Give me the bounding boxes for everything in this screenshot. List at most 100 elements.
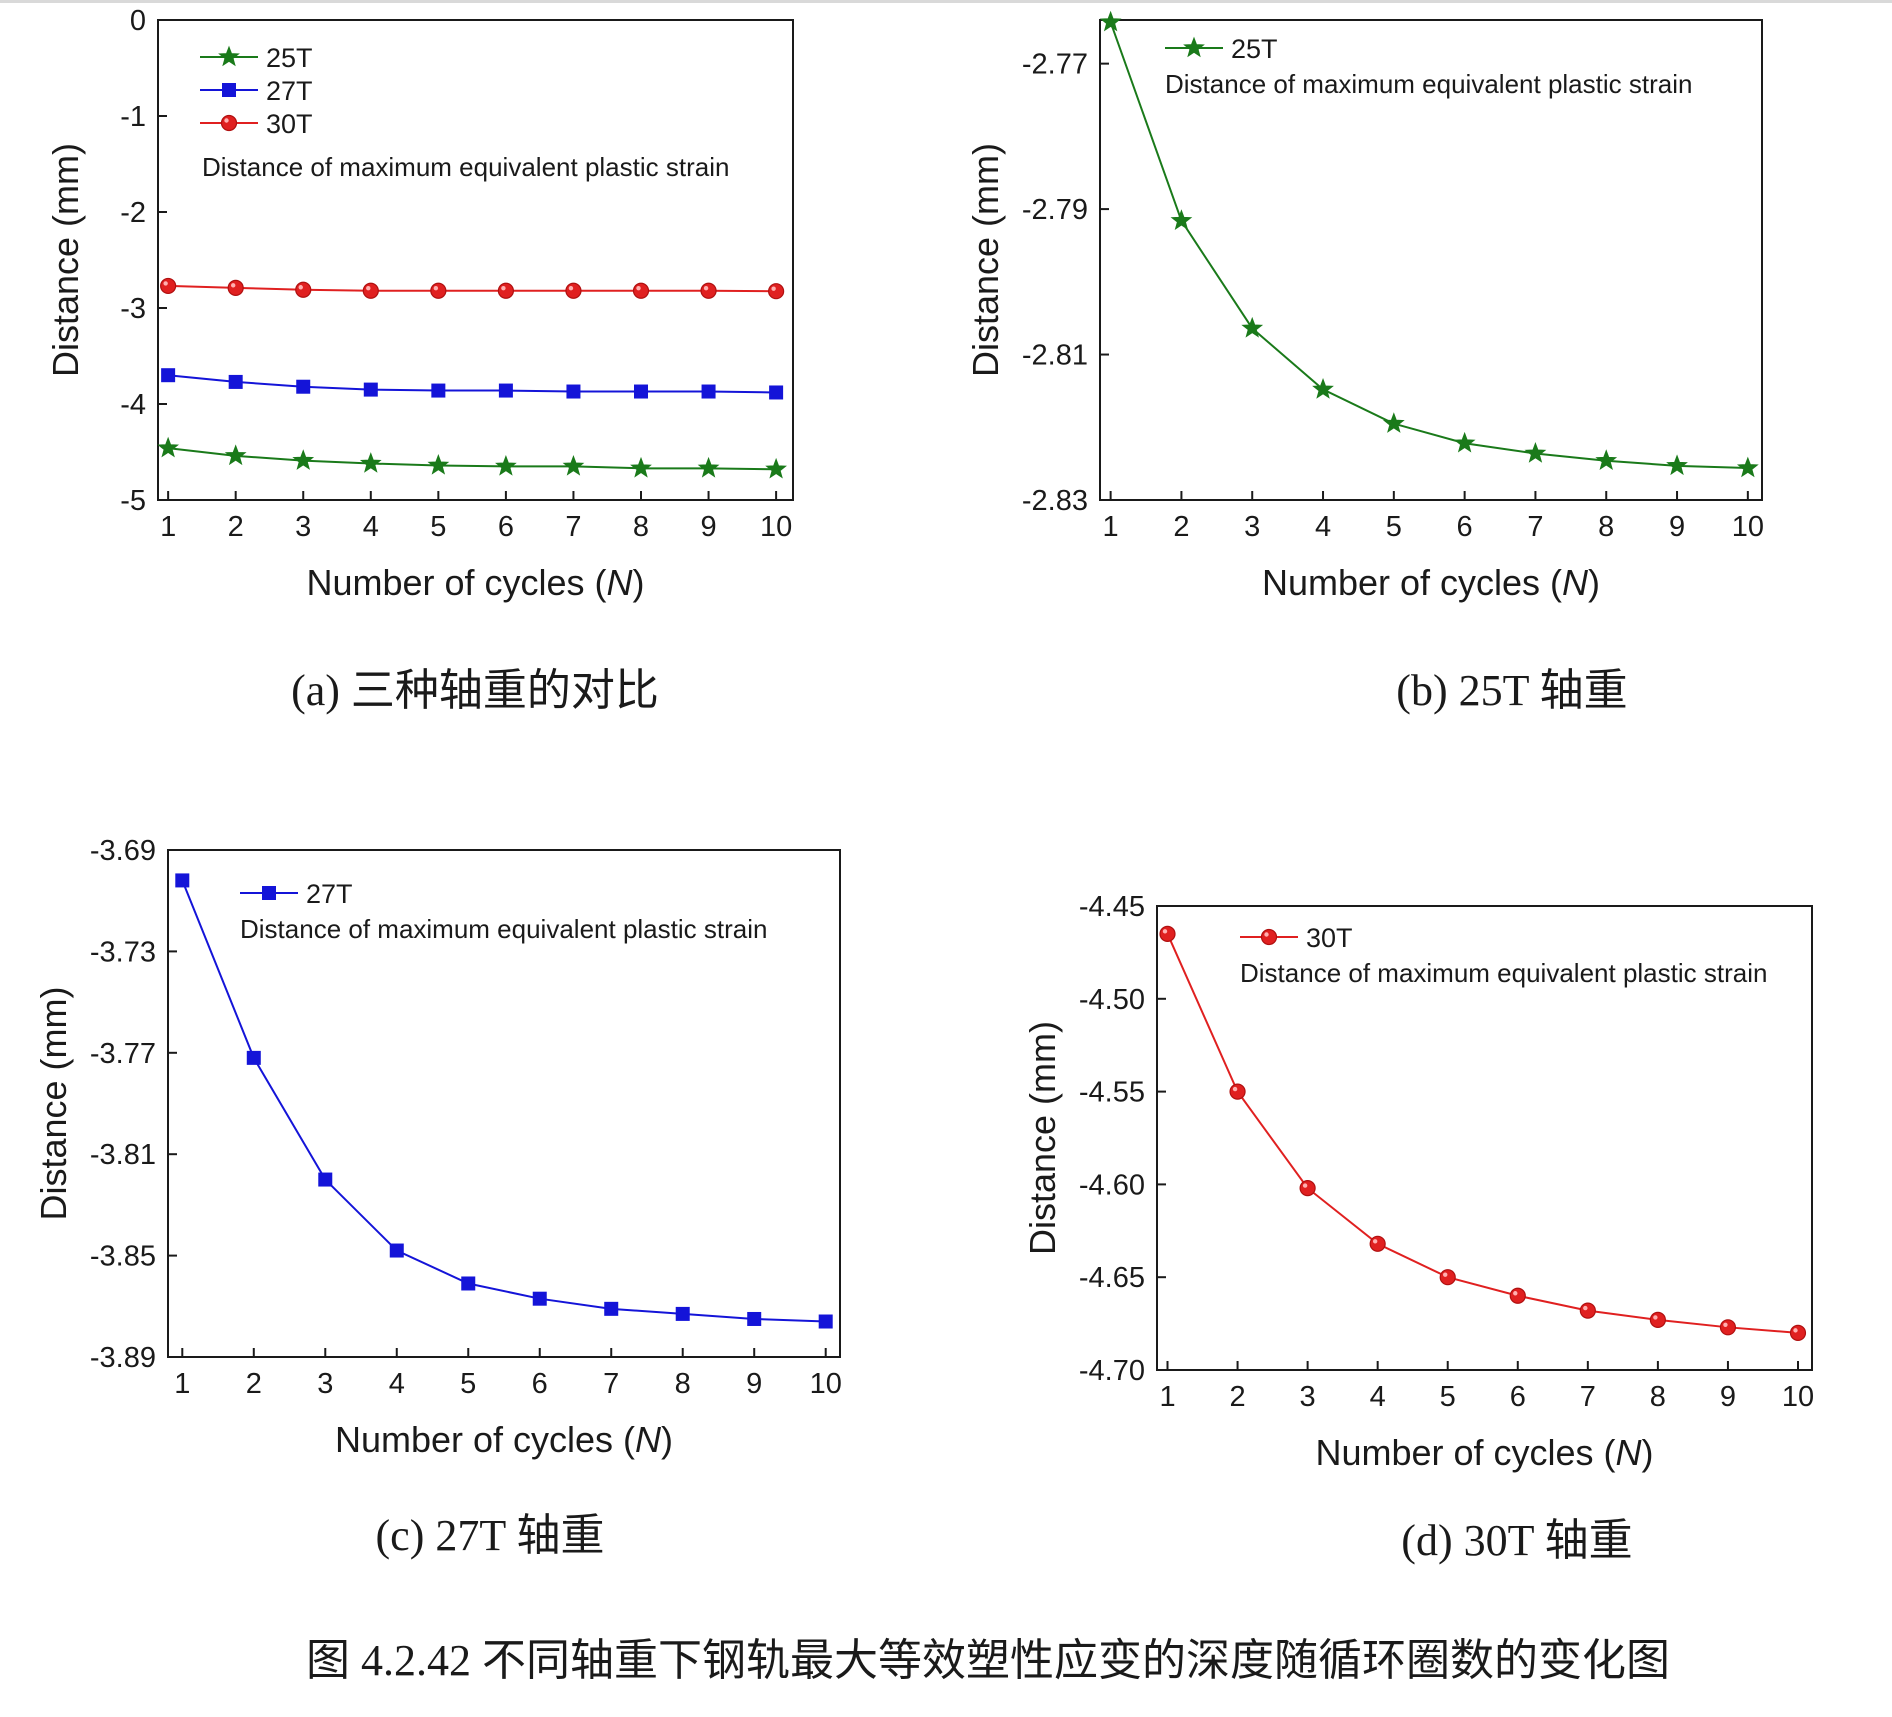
x-tick-label: 6 (532, 1368, 548, 1400)
subfigure-caption-a: (a) 三种轴重的对比 (291, 666, 659, 715)
data-point-25T-3 (292, 449, 315, 470)
data-point-25T-7 (1524, 442, 1547, 463)
data-point-legend-27T-0 (262, 886, 276, 900)
data-point-27T-9 (701, 384, 716, 399)
x-tick-label: 7 (1527, 511, 1543, 543)
data-point-30T-5 (430, 282, 447, 299)
data-point-27T-6 (532, 1291, 547, 1306)
y-tick-label: -2.77 (1022, 49, 1088, 81)
data-point-27T-5 (431, 383, 446, 398)
data-point-27T-2 (228, 374, 243, 389)
data-point-30T-2 (227, 279, 244, 296)
x-axis-label: Number of cycles (N) (1315, 1432, 1653, 1473)
data-point-legend-27T-0 (222, 83, 236, 97)
x-tick-label: 1 (174, 1368, 190, 1400)
chart-a: 1 2 3 4 5 6 7 8 9 10 0 -1 -2 -3 -4 -5 Number of cycles (… (45, 5, 794, 715)
y-tick-label: -4.70 (1079, 1355, 1145, 1387)
data-point-25T-5 (427, 454, 450, 475)
series-line-25T (168, 447, 777, 471)
chart-d: 1 2 3 4 5 6 7 8 9 10 -4.45 -4.50 -4.55 -4.60 -4.65 -4.7… (1022, 891, 1814, 1565)
x-tick-label: 4 (363, 511, 379, 543)
data-point-30T-3 (295, 281, 312, 298)
x-tick-label: 6 (1457, 511, 1473, 543)
y-tick-label: -3.69 (90, 835, 156, 867)
subfigure-caption-b: (b) 25T 轴重 (1396, 666, 1627, 715)
subfigure-caption-d: (d) 30T 轴重 (1401, 1516, 1632, 1565)
data-point-25T-3 (1241, 316, 1264, 338)
x-tick-label: 3 (317, 1368, 333, 1400)
data-point-25T-9 (697, 456, 720, 478)
data-point-25T-9 (1666, 454, 1688, 476)
legend-label-27T: 27T (306, 879, 353, 909)
x-tick-label: 7 (603, 1368, 619, 1400)
top-border (0, 0, 1892, 3)
plot-frame (1099, 19, 1763, 501)
data-point-25T-8 (1595, 449, 1618, 470)
data-point-legend-25T-0 (218, 45, 240, 67)
x-tick-label: 3 (1300, 1381, 1316, 1413)
y-tick-label: -3.85 (90, 1241, 156, 1273)
y-tick-label: -2.81 (1022, 340, 1088, 372)
y-tick-label: -3 (120, 293, 146, 325)
data-point-25T-1 (1099, 10, 1122, 32)
data-point-legend-30T-0 (220, 114, 238, 132)
data-point-27T-8 (634, 384, 649, 399)
data-point-27T-1 (161, 368, 176, 383)
data-point-27T-4 (389, 1243, 404, 1258)
y-axis-label: Distance (mm) (45, 143, 86, 377)
y-tick-label: -4.55 (1079, 1077, 1145, 1109)
data-point-30T-6 (497, 282, 514, 299)
x-tick-label: 2 (228, 511, 244, 543)
data-point-30T-9 (1719, 1319, 1737, 1336)
x-tick-label: 10 (760, 511, 792, 543)
series-line-30T (1166, 933, 1799, 1334)
series-line-30T (168, 284, 777, 293)
y-tick-label: 0 (130, 5, 146, 37)
data-point-30T-6 (1509, 1287, 1526, 1304)
y-tick-label: -4.50 (1079, 984, 1145, 1016)
y-tick-label: -1 (120, 101, 146, 133)
y-tick-label: -3.73 (90, 936, 156, 968)
chart-b: 1 2 3 4 5 6 7 8 9 10 -2.77 -2.79 -2.81 -2.83 Number of… (965, 10, 1764, 715)
x-tick-label: 6 (1510, 1381, 1526, 1413)
data-point-25T-10 (1736, 456, 1759, 478)
data-point-30T-1 (160, 277, 177, 295)
data-point-30T-2 (1229, 1083, 1246, 1100)
legend-label-30T: 30T (1306, 923, 1353, 953)
x-tick-label: 8 (633, 511, 649, 543)
data-point-27T-10 (818, 1314, 833, 1329)
data-point-27T-2 (246, 1050, 261, 1065)
x-tick-label: 2 (246, 1368, 262, 1400)
legend-label-25T: 25T (266, 43, 313, 73)
plot-frame (157, 19, 794, 501)
data-point-30T-8 (1649, 1311, 1666, 1328)
legend-title: Distance of maximum equivalent plastic s… (202, 152, 729, 182)
x-tick-label: 9 (700, 511, 716, 543)
figure-caption: 图 4.2.42 不同轴重下钢轨最大等效塑性应变的深度随循环圈数的变化图 (306, 1636, 1670, 1685)
data-point-25T-4 (1312, 378, 1334, 399)
y-tick-label: -2 (120, 197, 146, 229)
series-line-27T (168, 374, 777, 394)
data-point-25T-2 (224, 444, 247, 466)
x-tick-label: 5 (460, 1368, 476, 1400)
series-line-27T (181, 880, 826, 1323)
data-point-27T-10 (769, 385, 784, 400)
x-tick-label: 4 (1315, 511, 1331, 543)
legend-label-27T: 27T (266, 76, 313, 106)
subfigure-caption-c: (c) 27T 轴重 (376, 1511, 605, 1560)
data-point-25T-6 (1453, 431, 1476, 453)
x-axis-label: Number of cycles (N) (1262, 562, 1600, 603)
y-tick-label: -2.83 (1022, 485, 1088, 517)
y-tick-label: -5 (120, 485, 146, 517)
data-point-25T-7 (562, 454, 585, 476)
data-point-25T-6 (495, 454, 517, 476)
y-tick-label: -3.89 (90, 1342, 156, 1374)
x-tick-label: 5 (430, 511, 446, 543)
x-tick-label: 1 (1159, 1381, 1175, 1413)
legend-label-30T: 30T (266, 109, 313, 139)
data-point-30T-4 (362, 282, 379, 299)
x-tick-label: 1 (160, 511, 176, 543)
y-tick-label: -2.79 (1022, 194, 1088, 226)
y-axis-label: Distance (mm) (1022, 1021, 1063, 1255)
